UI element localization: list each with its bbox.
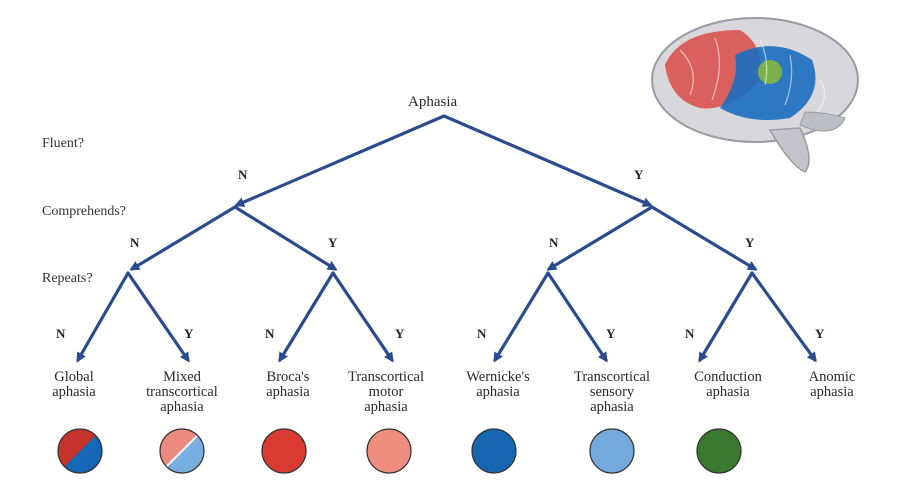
arrow-leaf-4 bbox=[331, 271, 394, 363]
arrow-ny bbox=[233, 205, 338, 271]
branch-label-n: N bbox=[685, 326, 695, 341]
root-node-label: Aphasia bbox=[408, 94, 458, 110]
branch-label-y: Y bbox=[184, 326, 194, 341]
legend-circles bbox=[57, 428, 742, 474]
arrow-yy bbox=[650, 205, 758, 271]
arrow-nn bbox=[129, 205, 237, 271]
arrow-leaf-2 bbox=[126, 271, 190, 363]
arrow-leaf-3 bbox=[278, 271, 335, 363]
circle-conduction-aphasia bbox=[696, 428, 742, 474]
question-comprehends: Comprehends? bbox=[42, 204, 126, 219]
branch-label-y: Y bbox=[328, 235, 338, 250]
circle-brocas-aphasia bbox=[261, 428, 307, 474]
arrow-leaf-7 bbox=[698, 271, 754, 363]
branch-label-n: N bbox=[56, 326, 66, 341]
arrow-yn bbox=[546, 205, 654, 271]
leaf-global-aphasia: Global aphasia bbox=[52, 369, 96, 400]
branch-label-y: Y bbox=[634, 167, 644, 182]
question-fluent: Fluent? bbox=[42, 136, 84, 151]
branch-label-n: N bbox=[477, 326, 487, 341]
circle-global-aphasia bbox=[57, 428, 103, 474]
leaf-mixed-transcortical-aphasia: Mixed transcortical aphasia bbox=[146, 369, 218, 415]
arrow-leaf-5 bbox=[493, 271, 550, 363]
arrow-root-to-n bbox=[234, 114, 446, 207]
branch-label-n: N bbox=[265, 326, 275, 341]
branch-label-y: Y bbox=[395, 326, 405, 341]
tree-arrows bbox=[76, 114, 817, 363]
branch-label-y: Y bbox=[815, 326, 825, 341]
branch-label-n: N bbox=[238, 167, 248, 182]
leaf-anomic-aphasia: Anomic aphasia bbox=[808, 369, 856, 400]
branch-label-y: Y bbox=[606, 326, 616, 341]
question-repeats: Repeats? bbox=[42, 271, 93, 286]
circle-transcortical-motor-aphasia bbox=[366, 428, 412, 474]
leaf-brocas-aphasia: Broca's aphasia bbox=[266, 369, 310, 400]
arrow-leaf-1 bbox=[76, 271, 130, 363]
brain-illustration bbox=[651, 17, 859, 173]
branch-label-n: N bbox=[130, 235, 140, 250]
branch-label-y: Y bbox=[745, 235, 755, 250]
circle-transcortical-sensory-aphasia bbox=[589, 428, 635, 474]
arrow-root-to-y bbox=[442, 114, 653, 207]
branch-label-n: N bbox=[549, 235, 559, 250]
circle-mixed-transcortical-aphasia bbox=[159, 428, 205, 474]
leaf-wernickes-aphasia: Wernicke's aphasia bbox=[466, 369, 530, 400]
leaf-transcortical-motor-aphasia: Transcortical motor aphasia bbox=[348, 369, 424, 415]
arrow-leaf-8 bbox=[750, 271, 817, 363]
leaf-transcortical-sensory-aphasia: Transcortical sensory aphasia bbox=[574, 369, 650, 415]
leaf-conduction-aphasia: Conduction aphasia bbox=[694, 369, 762, 400]
circle-wernickes-aphasia bbox=[471, 428, 517, 474]
arrow-leaf-6 bbox=[546, 271, 608, 363]
brain-green-region bbox=[758, 60, 782, 84]
